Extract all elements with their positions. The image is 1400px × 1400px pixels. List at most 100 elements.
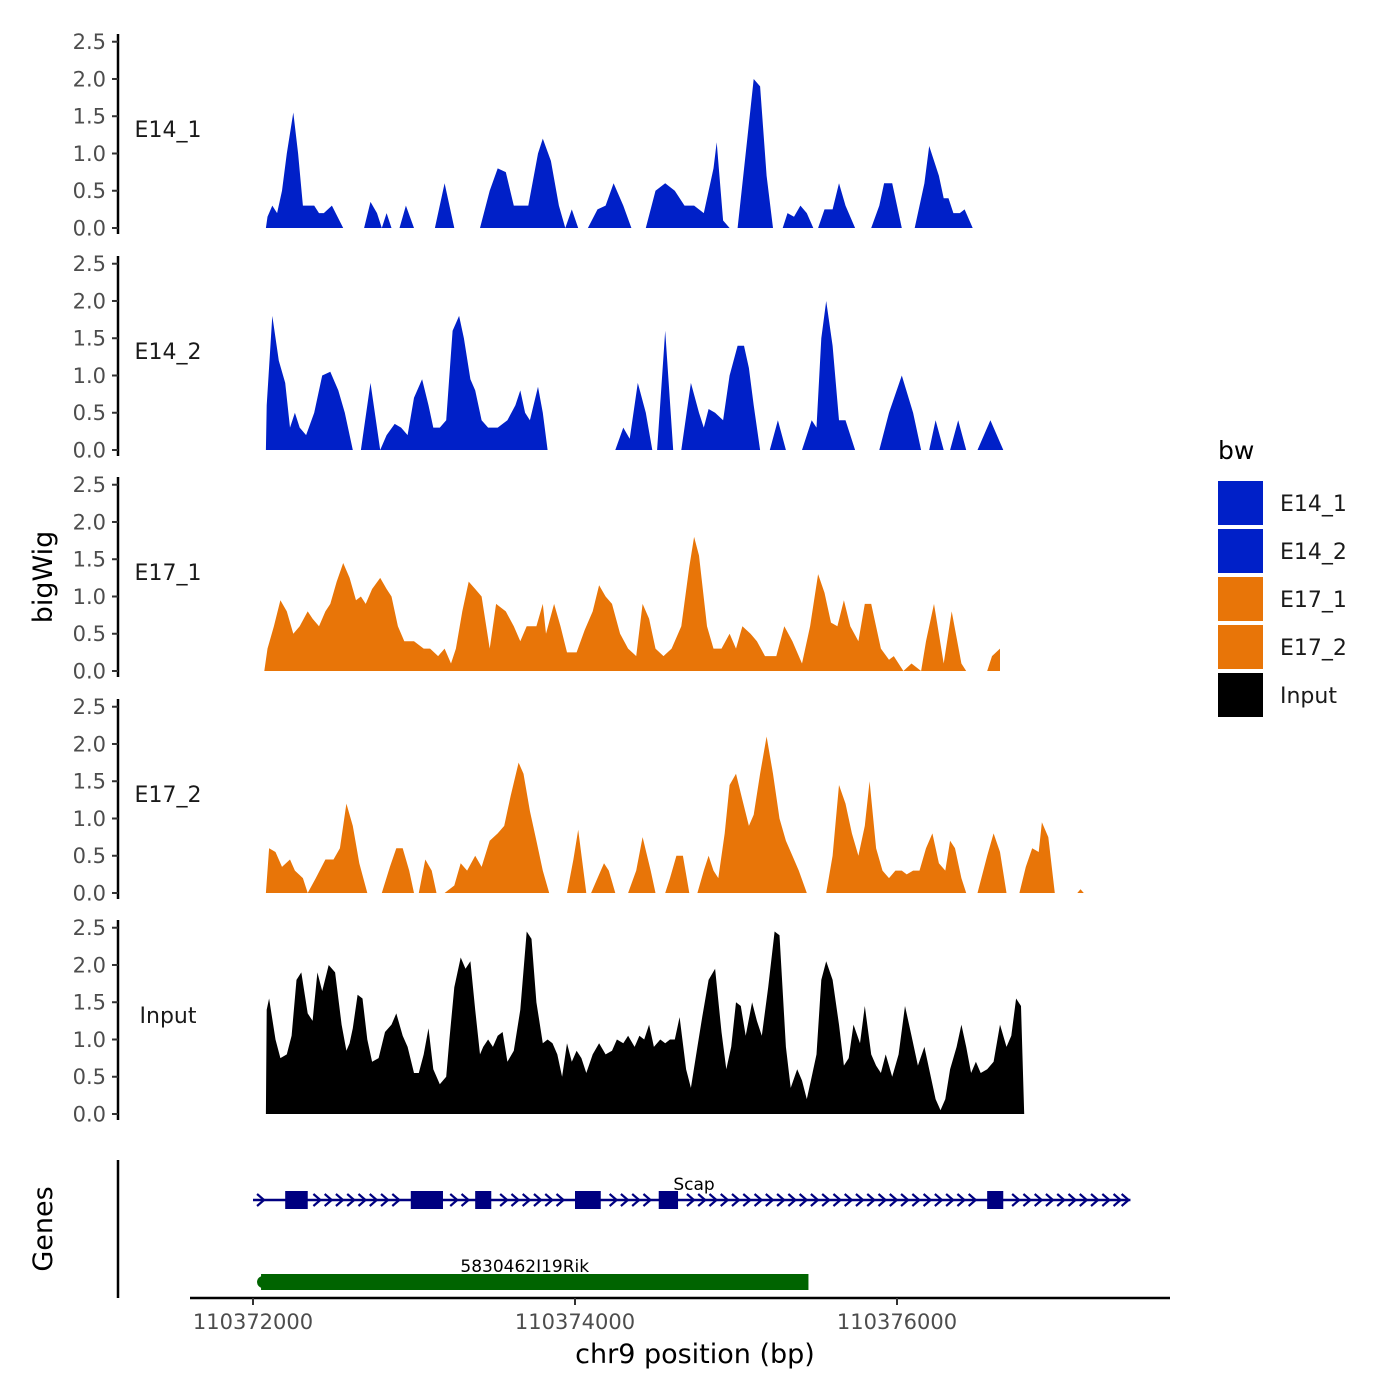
strand-arrow (460, 1193, 471, 1207)
y-tick-label: 0.0 (73, 882, 106, 906)
track-e17-1: 0.0 0.5 1.0 1.5 2.0 2.5 E17_1 (73, 473, 1000, 684)
legend-label-e17-2: E17_2 (1280, 636, 1347, 661)
y-tick-label: 2.5 (73, 30, 106, 54)
y-tick-label: 0.5 (73, 622, 106, 646)
gene-exon (658, 1191, 679, 1209)
gene-exon (575, 1191, 601, 1209)
legend-swatch-input (1218, 673, 1263, 717)
strand-arrow (533, 1193, 543, 1207)
signal-area-input (265, 931, 1025, 1114)
x-tick-label: 110376000 (837, 1310, 957, 1334)
gene-scap: Scap (253, 1175, 1131, 1209)
legend-title: bw (1218, 436, 1254, 465)
strand-arrow (866, 1193, 876, 1207)
strand-arrow (956, 1193, 967, 1207)
strand-arrow (731, 1193, 741, 1207)
strand-arrow (1056, 1193, 1066, 1207)
strand-arrow (380, 1193, 390, 1207)
y-tick-label: 1.0 (73, 585, 106, 609)
strand-arrow (742, 1193, 752, 1207)
strand-arrow (642, 1193, 653, 1207)
strand-arrow (922, 1193, 933, 1207)
strand-arrow (821, 1193, 831, 1207)
strand-arrow (369, 1193, 379, 1207)
strand-arrow (697, 1193, 707, 1207)
signal-area-e17-2 (265, 736, 1084, 893)
strand-arrow (1067, 1193, 1078, 1207)
y-tick-label: 2.5 (73, 916, 106, 940)
strand-arrow (1112, 1193, 1123, 1207)
gene-label: 5830462I19Rik (460, 1257, 589, 1277)
strand-arrow (312, 1193, 323, 1207)
strand-arrow (449, 1193, 459, 1207)
track-label-input: Input (140, 1004, 197, 1029)
legend: bw E14_1 E14_2 E17_1 E17_2 Input (1218, 436, 1347, 717)
signal-area-e14-2 (265, 301, 1004, 450)
strand-arrow (1045, 1193, 1055, 1207)
strand-arrow (631, 1193, 641, 1207)
strand-arrow (720, 1193, 730, 1207)
strand-arrow (357, 1193, 368, 1207)
strand-arrow (256, 1193, 266, 1207)
y-tick-label: 1.5 (73, 105, 106, 129)
y-tick-label: 0.5 (73, 844, 106, 868)
y-tick-label: 2.0 (73, 289, 106, 313)
strand-arrow (765, 1193, 775, 1207)
strand-arrow (900, 1193, 910, 1207)
strand-arrow (934, 1193, 944, 1207)
strand-arrow (832, 1193, 843, 1207)
gene-exon (410, 1191, 443, 1209)
y-tick-label: 0.0 (73, 1103, 106, 1127)
y-tick-label: 2.0 (73, 953, 106, 977)
gene-5830462i19rik: 5830462I19Rik (257, 1257, 809, 1290)
y-tick-label: 1.5 (73, 327, 106, 351)
strand-arrow (1090, 1193, 1100, 1207)
strand-arrow (510, 1193, 521, 1207)
strand-arrow (753, 1193, 764, 1207)
y-tick-label: 2.5 (73, 252, 106, 276)
legend-label-e14-1: E14_1 (1280, 492, 1347, 517)
strand-arrow (346, 1193, 356, 1207)
legend-swatch-e14-1 (1218, 481, 1263, 525)
legend-label-input: Input (1280, 684, 1337, 709)
genes-panel: Scap 5830462I19Rik (116, 1160, 1131, 1298)
strand-arrow (967, 1193, 978, 1207)
strand-arrow (1011, 1193, 1021, 1207)
strand-arrow (686, 1193, 696, 1207)
track-label-e14-2: E14_2 (135, 340, 202, 365)
signal-area-e14-1 (265, 79, 973, 228)
y-tick-label: 2.0 (73, 510, 106, 534)
gene-exon (475, 1191, 492, 1209)
y-tick-label: 1.5 (73, 991, 106, 1015)
strand-arrow (855, 1193, 865, 1207)
legend-swatch-e17-2 (1218, 625, 1263, 669)
y-tick-label: 2.5 (73, 473, 106, 497)
strand-arrow (911, 1193, 922, 1207)
bigwig-tracks: 0.0 0.5 1.0 1.5 2.0 2.5 E14_1 0.0 0.5 1.0 1.5 2.0 2.… (73, 30, 1084, 1127)
y-tick-label: 0.5 (73, 179, 106, 203)
strand-arrow (499, 1193, 509, 1207)
strand-arrow (877, 1193, 888, 1207)
y-tick-label: 2.0 (73, 732, 106, 756)
strand-arrow (810, 1193, 820, 1207)
y-tick-label: 2.0 (73, 67, 106, 91)
gene-start-marker (257, 1276, 270, 1288)
strand-arrow (1079, 1193, 1089, 1207)
y-tick-label: 0.0 (73, 439, 106, 463)
strand-arrow (798, 1193, 809, 1207)
y-tick-label: 0.5 (73, 1065, 106, 1089)
strand-arrow (1101, 1193, 1111, 1207)
strand-arrow (335, 1193, 345, 1207)
y-tick-label: 1.0 (73, 364, 106, 388)
track-label-e17-2: E17_2 (135, 783, 202, 808)
strand-arrow (1033, 1193, 1044, 1207)
strand-arrow (608, 1193, 619, 1207)
y-tick-label: 1.0 (73, 1028, 106, 1052)
strand-arrow (391, 1193, 401, 1207)
strand-arrow (776, 1193, 786, 1207)
y-tick-label: 1.0 (73, 142, 106, 166)
legend-label-e14-2: E14_2 (1280, 540, 1347, 565)
track-e17-2: 0.0 0.5 1.0 1.5 2.0 2.5 E17_2 (73, 695, 1084, 906)
track-label-e17-1: E17_1 (135, 561, 202, 586)
y-axis-title-bigwig: bigWig (28, 531, 59, 624)
